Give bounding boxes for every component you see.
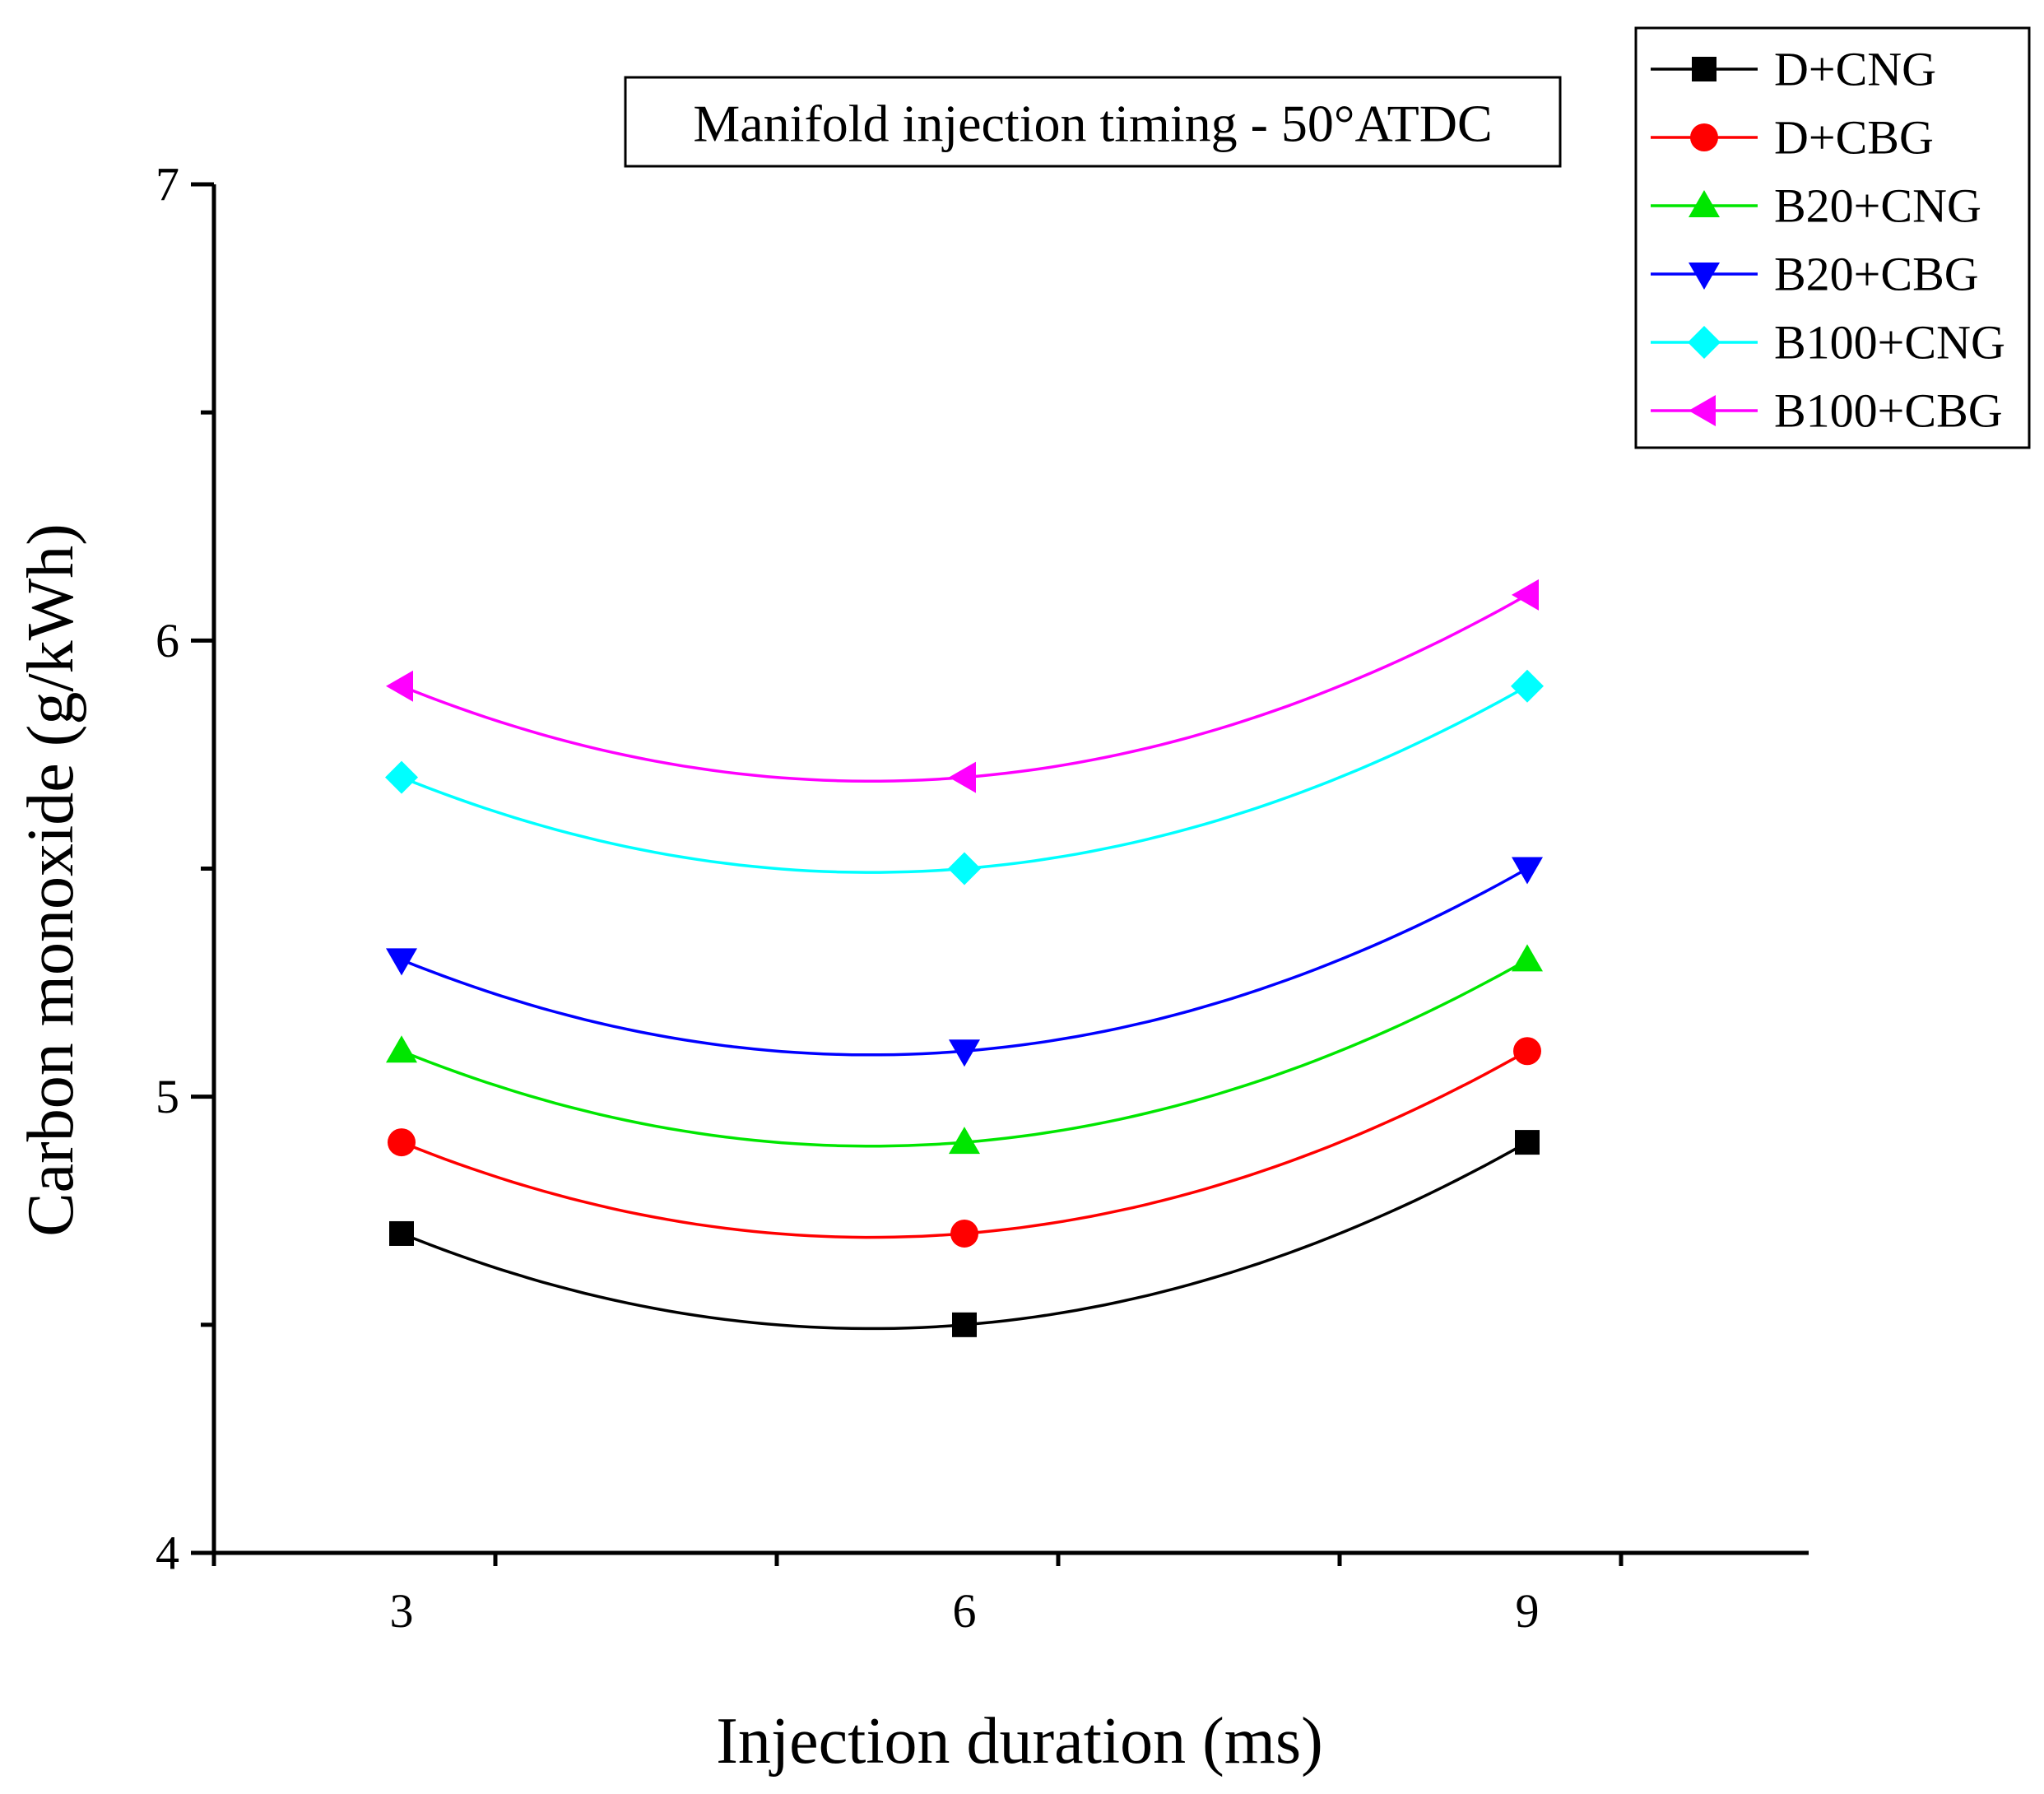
legend-item: B100+CBG xyxy=(1651,384,2003,438)
y-tick-label: 6 xyxy=(156,614,179,667)
x-tick-label: 6 xyxy=(953,1584,977,1638)
series-b20-cng xyxy=(386,944,1543,1155)
axes xyxy=(211,184,1809,1555)
annotation-box: Manifold injection timing - 50°ATDC xyxy=(624,76,1562,168)
series-line xyxy=(401,867,1528,1057)
x-tick-label: 9 xyxy=(1516,1584,1540,1638)
x-tick-label: 3 xyxy=(390,1584,414,1638)
legend: D+CNG D+CBG B20+CNG B20+CBG B100+CNG B100+CBG xyxy=(1634,26,2031,449)
data-point xyxy=(1513,1037,1541,1066)
legend-marker xyxy=(1689,263,1720,290)
data-point xyxy=(1512,857,1543,885)
axis-tick-labels: 4 5 6 7 3 6 9 xyxy=(156,158,1540,1638)
legend-label: D+CNG xyxy=(1774,43,1936,96)
legend-marker xyxy=(1690,123,1718,151)
annotation-text: Manifold injection timing - 50°ATDC xyxy=(693,95,1492,153)
series-b20-cbg xyxy=(386,857,1543,1067)
data-point xyxy=(952,1312,977,1337)
data-point xyxy=(1515,1130,1540,1155)
data-point xyxy=(949,1039,980,1067)
legend-item: D+CBG xyxy=(1651,111,1934,165)
data-point xyxy=(1512,944,1543,972)
legend-label: B100+CNG xyxy=(1774,316,2005,369)
data-point xyxy=(388,1128,416,1157)
data-point xyxy=(949,1127,980,1155)
legend-label: B20+CBG xyxy=(1774,248,1979,301)
legend-item: B20+CNG xyxy=(1651,179,1981,233)
y-tick-label: 4 xyxy=(156,1527,179,1580)
data-point xyxy=(949,761,976,793)
axis-ticks xyxy=(191,182,1624,1566)
series-d-cng xyxy=(389,1130,1540,1337)
data-point xyxy=(385,760,418,794)
y-tick-label: 7 xyxy=(156,158,179,211)
legend-label: D+CBG xyxy=(1774,111,1934,165)
y-tick-label: 5 xyxy=(156,1070,179,1123)
series-b100-cbg xyxy=(386,579,1539,793)
legend-frame xyxy=(1634,26,2031,449)
legend-label: B100+CBG xyxy=(1774,384,2003,438)
legend-marker xyxy=(1689,190,1720,217)
data-point xyxy=(948,852,981,885)
annotation-frame xyxy=(624,76,1562,168)
data-point xyxy=(950,1219,978,1248)
data-point xyxy=(386,948,417,976)
legend-label: B20+CNG xyxy=(1774,179,1981,233)
legend-item: B100+CNG xyxy=(1651,316,2005,369)
data-point xyxy=(1511,669,1544,703)
data-point xyxy=(386,670,413,702)
y-axis-title: Carbon monoxide (g/kWh) xyxy=(15,523,87,1236)
data-point xyxy=(1512,579,1539,611)
legend-item: D+CNG xyxy=(1651,43,1936,96)
legend-marker xyxy=(1692,57,1716,81)
legend-marker xyxy=(1688,326,1721,359)
series-layer xyxy=(385,579,1544,1337)
series-line xyxy=(401,593,1528,783)
legend-item: B20+CBG xyxy=(1651,248,1979,301)
legend-marker xyxy=(1689,395,1716,426)
data-point xyxy=(389,1220,414,1246)
x-axis-title: Injection duration (ms) xyxy=(716,1705,1323,1778)
data-point xyxy=(386,1035,417,1063)
series-b100-cng xyxy=(385,669,1544,885)
series-d-cbg xyxy=(388,1037,1541,1248)
